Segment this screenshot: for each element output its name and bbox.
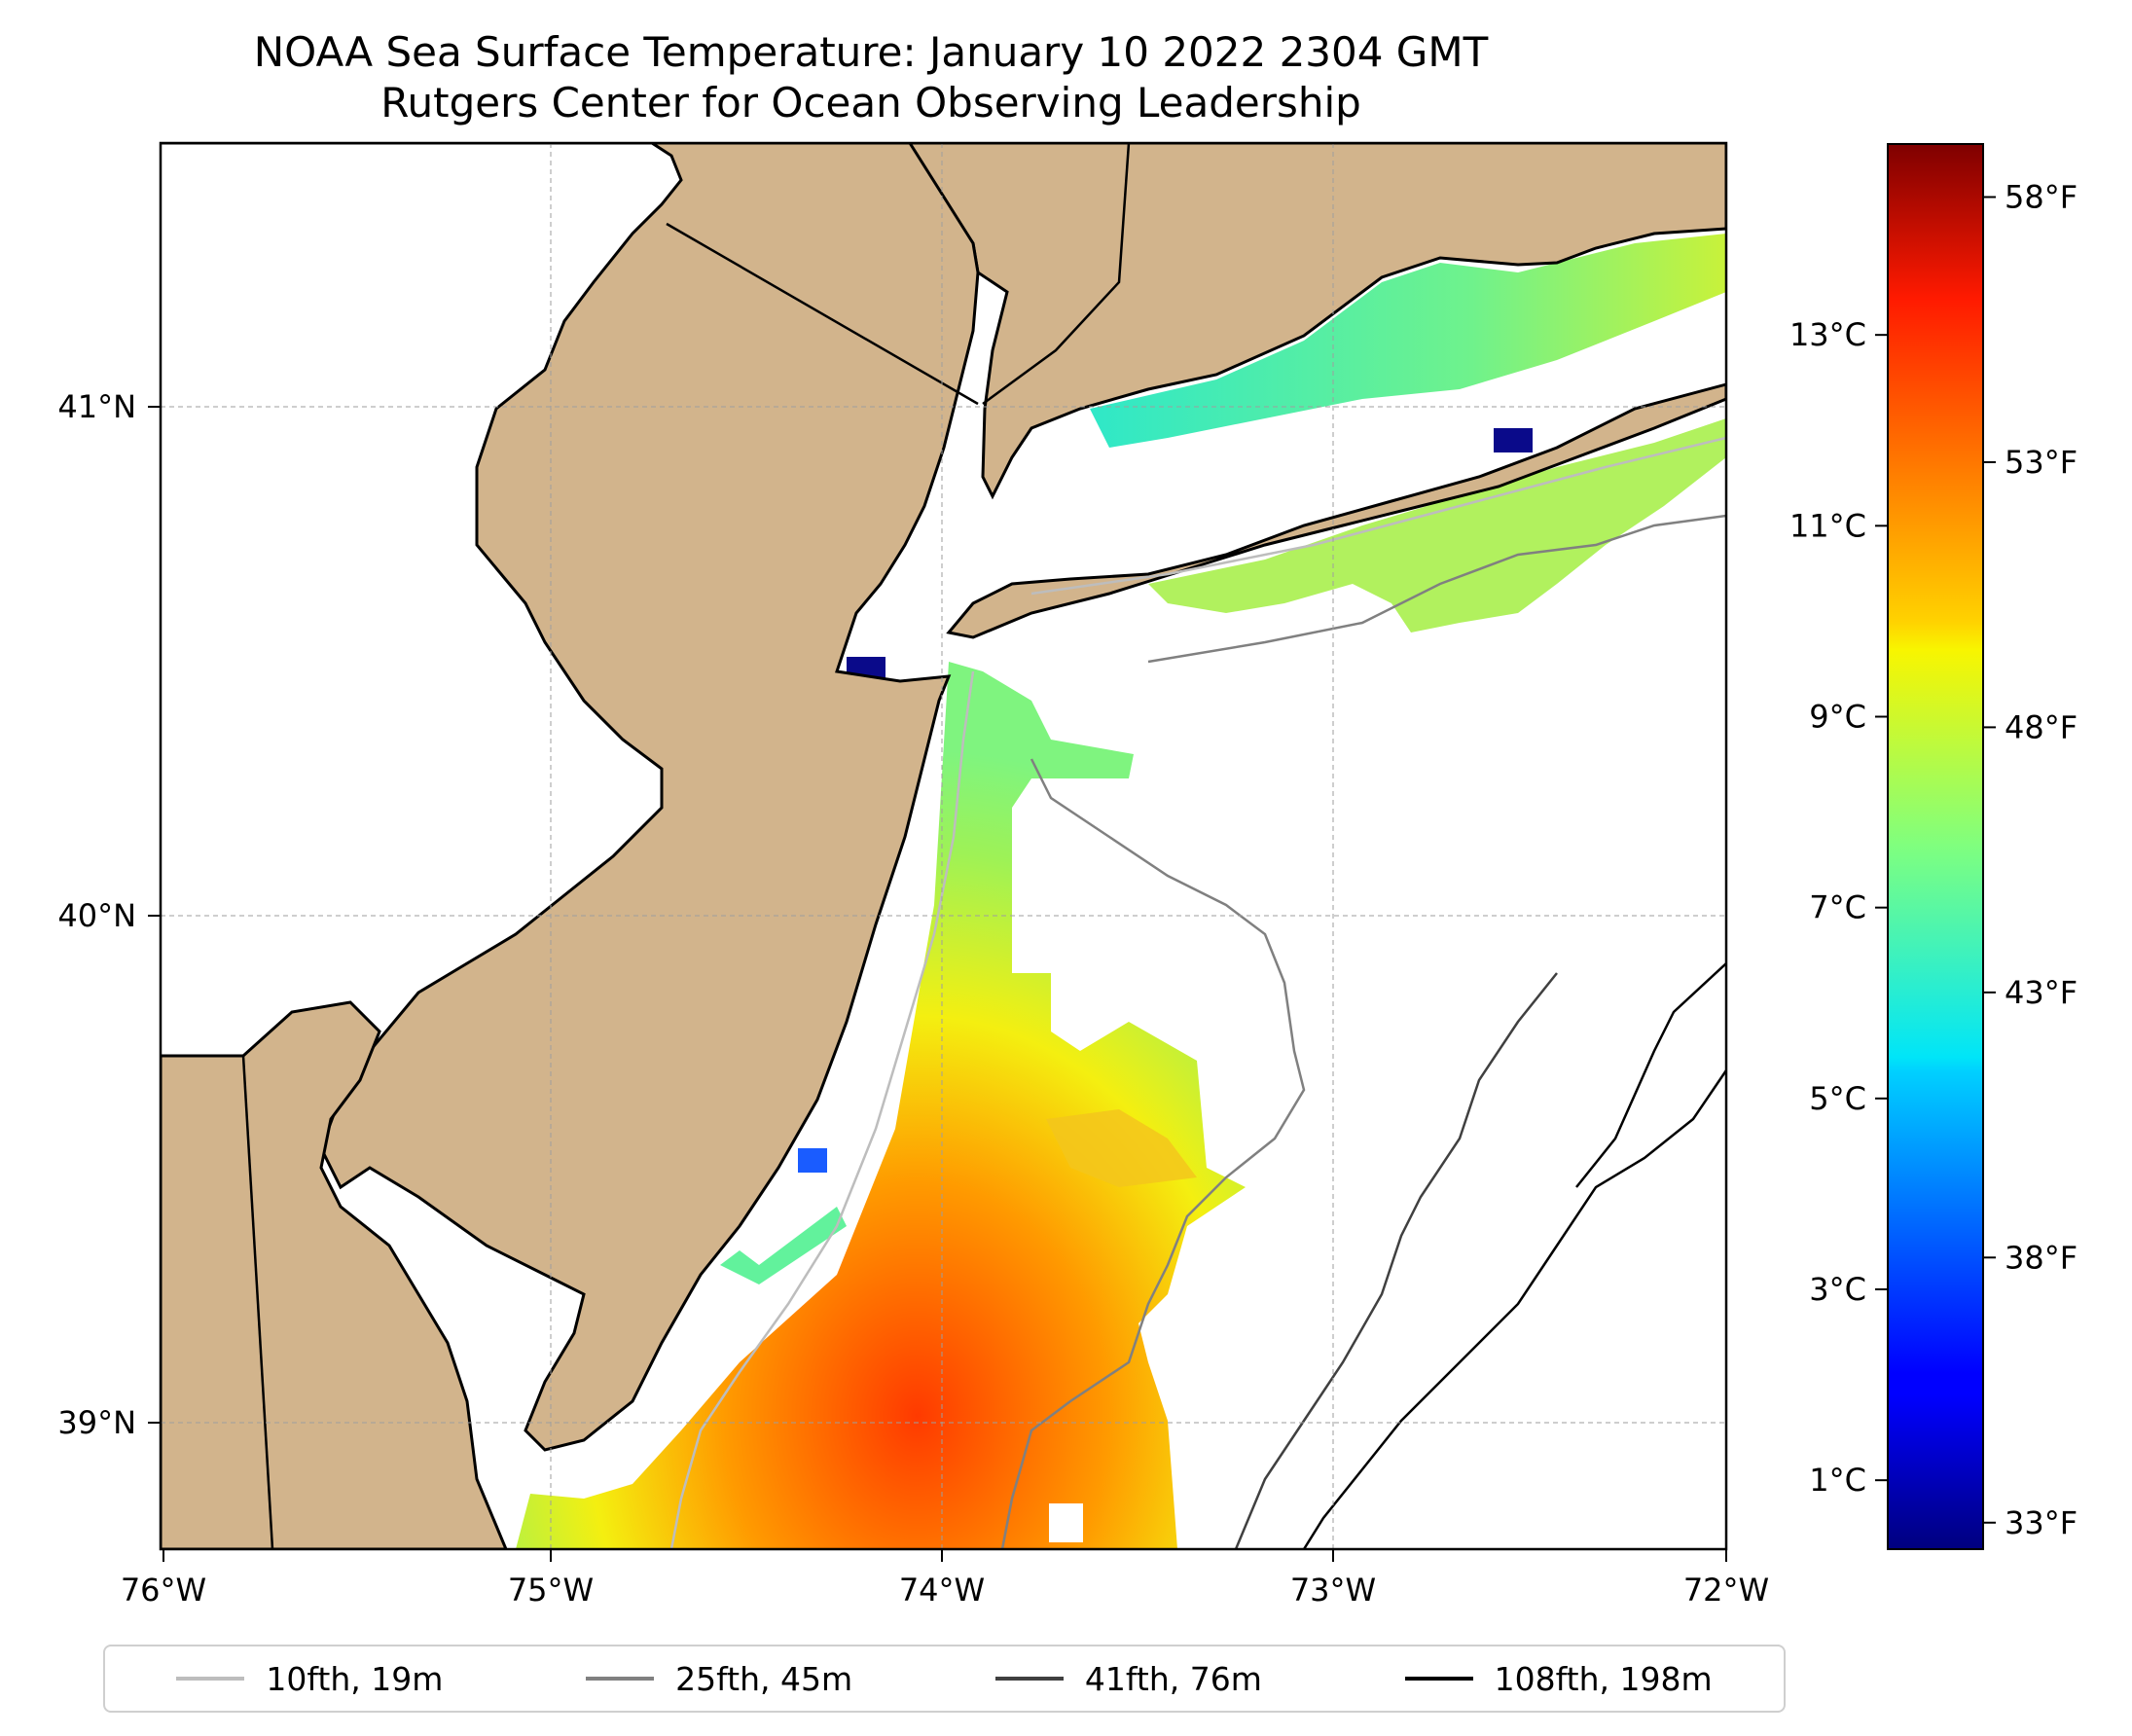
- lat-tick-39: 39°N: [57, 1404, 136, 1441]
- colorbar-label-f: 53°F: [2005, 444, 2078, 481]
- land-delaware: [161, 1000, 508, 1549]
- colorbar-label-c: 5°C: [1809, 1080, 1866, 1117]
- colorbar-label-c: 7°C: [1809, 889, 1866, 926]
- lat-tick-40: 40°N: [57, 897, 136, 934]
- colorbar-label-f: 58°F: [2005, 178, 2078, 215]
- colorbar-label-c: 3°C: [1809, 1271, 1866, 1308]
- sst-shelf-field: [516, 662, 1246, 1549]
- colorbar-label-c: 11°C: [1789, 507, 1866, 544]
- legend-line-45m: [586, 1677, 655, 1681]
- contour-198m: [1302, 1069, 1726, 1549]
- lon-tick-75: 75°W: [508, 1572, 594, 1609]
- lon-tick-72: 72°W: [1683, 1572, 1769, 1609]
- colorbar-label-c: 9°C: [1809, 698, 1866, 735]
- chart-subtitle: Rutgers Center for Ocean Observing Leade…: [380, 79, 1361, 127]
- legend-item-198m: 108fth, 198m: [1404, 1659, 1713, 1698]
- colorbar-label-f: 38°F: [2005, 1239, 2078, 1276]
- lon-tick-73: 73°W: [1290, 1572, 1376, 1609]
- contour-19m: [669, 670, 975, 1549]
- land-new-jersey: [161, 143, 980, 1452]
- sst-cold-peconic: [1494, 428, 1533, 452]
- sst-cold-barnegat: [798, 1148, 827, 1173]
- legend-label-19m: 10fth, 19m: [266, 1659, 444, 1698]
- sst-field: [516, 234, 1726, 1549]
- legend-label-198m: 108fth, 198m: [1494, 1659, 1713, 1698]
- legend-item-45m: 25fth, 45m: [586, 1660, 852, 1698]
- legend-line-19m: [176, 1677, 245, 1681]
- colorbar: [1887, 143, 1984, 1550]
- lon-tick-74: 74°W: [899, 1572, 985, 1609]
- axis-ticks: [148, 406, 1727, 1562]
- border-ny-ct: [982, 143, 1131, 406]
- sst-gap: [1049, 1503, 1083, 1542]
- colorbar-label-f: 33°F: [2005, 1504, 2078, 1541]
- sst-warm-patch: [1046, 1109, 1197, 1187]
- chart-title: NOAA Sea Surface Temperature: January 10…: [253, 28, 1489, 76]
- legend: 10fth, 19m 25fth, 45m 41fth, 76m 108fth,…: [103, 1645, 1786, 1713]
- legend-item-76m: 41fth, 76m: [994, 1659, 1262, 1698]
- bathymetry: [669, 436, 1726, 1549]
- state-borders: [161, 143, 1131, 1549]
- contour-45m-north: [1147, 514, 1726, 664]
- lat-tick-41: 41°N: [57, 388, 136, 425]
- map-frame: [159, 141, 1728, 1551]
- contour-19m-li: [1030, 436, 1726, 596]
- colorbar-label-c: 13°C: [1789, 316, 1866, 353]
- colorbar-label-c: 1°C: [1809, 1462, 1866, 1499]
- contour-76m: [1234, 972, 1558, 1549]
- border-de-md: [241, 1055, 274, 1549]
- legend-item-19m: 10fth, 19m: [176, 1660, 443, 1698]
- sst-long-island-sound: [1090, 234, 1726, 448]
- colorbar-label-f: 43°F: [2005, 974, 2078, 1011]
- contour-198m-east: [1575, 962, 1726, 1188]
- border-nj-ny: [666, 222, 979, 406]
- legend-line-198m: [1404, 1677, 1473, 1681]
- lon-tick-76: 76°W: [121, 1572, 206, 1609]
- sst-south-shore: [1148, 418, 1726, 633]
- legend-line-76m: [994, 1677, 1064, 1681]
- colorbar-ticks: 58°F 53°F 48°F 43°F 38°F 33°F 13°C 11°C 9°C 7°C 5°…: [1789, 178, 2078, 1540]
- colorbar-label-f: 48°F: [2005, 708, 2078, 745]
- land: [161, 143, 1726, 1549]
- gridlines: [161, 143, 1726, 1549]
- contour-45m: [1000, 758, 1306, 1549]
- map-area: [161, 143, 1726, 1549]
- legend-label-45m: 25fth, 45m: [675, 1659, 853, 1698]
- sst-coastal-strip: [720, 1207, 847, 1284]
- legend-label-76m: 41fth, 76m: [1084, 1659, 1262, 1698]
